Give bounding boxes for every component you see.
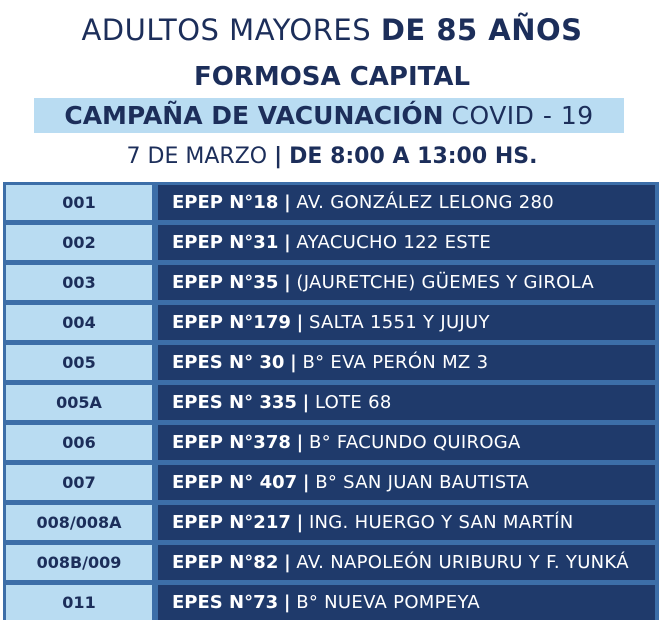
school-name: EPES N°73: [172, 592, 279, 613]
location-title: FORMOSA CAPITAL: [193, 62, 471, 92]
campaign-banner: CAMPAÑA DE VACUNACIÓN COVID - 19: [34, 98, 624, 133]
separator: |: [302, 472, 310, 493]
site-location: EPEP N°378 | B° FACUNDO QUIROGA: [158, 425, 655, 460]
separator: |: [283, 592, 291, 613]
separator: |: [284, 272, 291, 293]
separator: |: [284, 232, 291, 253]
school-address: SALTA 1551 Y JUJUY: [308, 312, 490, 333]
separator: |: [296, 432, 304, 453]
site-location: EPEP N°217 | ING. HUERGO Y SAN MARTÍN: [158, 505, 655, 540]
school-address: (JAURETCHE) GÜEMES Y GIROLA: [296, 272, 595, 293]
title-audience: ADULTOS MAYORES: [81, 13, 372, 47]
vaccination-sites-table: 001 EPEP N°18 | AV. GONZÁLEZ LELONG 280 00…: [3, 182, 659, 620]
school-address: B° NUEVA POMPEYA: [296, 592, 480, 613]
event-date: 7 DE MARZO: [126, 144, 268, 169]
school-name: EPEP N° 407: [172, 472, 298, 493]
site-location: EPES N° 30 | B° EVA PERÓN MZ 3: [158, 345, 655, 380]
site-code: 011: [6, 585, 152, 620]
site-code: 008B/009: [6, 545, 152, 580]
site-code: 006: [6, 425, 152, 460]
table-row: 011 EPES N°73 | B° NUEVA POMPEYA: [3, 585, 659, 620]
separator: |: [290, 352, 297, 373]
table-row: 002 EPEP N°31 | AYACUCHO 122 ESTE: [3, 225, 659, 260]
title-line: ADULTOS MAYORES DE 85 AÑOS: [0, 10, 664, 50]
separator: |: [284, 192, 291, 213]
site-code: 008/008A: [6, 505, 152, 540]
campaign-name: CAMPAÑA DE VACUNACIÓN: [64, 101, 444, 130]
site-location: EPEP N°31 | AYACUCHO 122 ESTE: [158, 225, 655, 260]
school-address: AV. GONZÁLEZ LELONG 280: [296, 192, 555, 213]
school-name: EPEP N°82: [172, 552, 279, 573]
table-row: 001 EPEP N°18 | AV. GONZÁLEZ LELONG 280: [3, 185, 659, 220]
separator: |: [284, 552, 291, 573]
school-name: EPEP N°378: [172, 432, 291, 453]
site-code: 003: [6, 265, 152, 300]
site-location: EPES N° 335 | LOTE 68: [158, 385, 655, 420]
school-address: ING. HUERGO Y SAN MARTÍN: [308, 512, 574, 533]
table-row: 008B/009 EPEP N°82 | AV. NAPOLEÓN URIBURU…: [3, 545, 659, 580]
site-code: 007: [6, 465, 152, 500]
school-name: EPEP N°31: [172, 232, 279, 253]
site-location: EPEP N°35 | (JAURETCHE) GÜEMES Y GIROLA: [158, 265, 655, 300]
separator: |: [296, 312, 304, 333]
school-name: EPEP N°18: [172, 192, 279, 213]
site-code: 001: [6, 185, 152, 220]
table-row: 005A EPES N° 335 | LOTE 68: [3, 385, 659, 420]
event-hours: DE 8:00 A 13:00 HS.: [289, 144, 538, 169]
site-location: EPEP N°82 | AV. NAPOLEÓN URIBURU Y F. YU…: [158, 545, 655, 580]
table-row: 005 EPES N° 30 | B° EVA PERÓN MZ 3: [3, 345, 659, 380]
school-address: AV. NAPOLEÓN URIBURU Y F. YUNKÁ: [296, 552, 629, 573]
table-row: 006 EPEP N°378 | B° FACUNDO QUIROGA: [3, 425, 659, 460]
table-row: 008/008A EPEP N°217 | ING. HUERGO Y SAN M…: [3, 505, 659, 540]
table-row: 004 EPEP N°179 | SALTA 1551 Y JUJUY: [3, 305, 659, 340]
date-time-line: 7 DE MARZO | DE 8:00 A 13:00 HS.: [0, 140, 664, 174]
separator: |: [296, 512, 304, 533]
school-name: EPEP N°35: [172, 272, 279, 293]
site-code: 004: [6, 305, 152, 340]
date-separator: |: [274, 144, 283, 169]
campaign-disease: COVID - 19: [451, 101, 594, 130]
school-address: AYACUCHO 122 ESTE: [296, 232, 491, 253]
school-address: B° SAN JUAN BAUTISTA: [315, 472, 529, 493]
site-location: EPEP N°18 | AV. GONZÁLEZ LELONG 280: [158, 185, 655, 220]
school-name: EPEP N°179: [172, 312, 291, 333]
site-location: EPES N°73 | B° NUEVA POMPEYA: [158, 585, 655, 620]
title-age: DE 85 AÑOS: [380, 13, 583, 47]
site-code: 002: [6, 225, 152, 260]
school-name: EPEP N°217: [172, 512, 291, 533]
site-location: EPEP N°179 | SALTA 1551 Y JUJUY: [158, 305, 655, 340]
separator: |: [302, 392, 310, 413]
school-address: B° EVA PERÓN MZ 3: [302, 352, 489, 373]
school-name: EPES N° 30: [172, 352, 285, 373]
site-code: 005: [6, 345, 152, 380]
school-address: LOTE 68: [314, 392, 392, 413]
table-row: 003 EPEP N°35 | (JAURETCHE) GÜEMES Y GIRO…: [3, 265, 659, 300]
site-location: EPEP N° 407 | B° SAN JUAN BAUTISTA: [158, 465, 655, 500]
site-code: 005A: [6, 385, 152, 420]
school-name: EPES N° 335: [172, 392, 297, 413]
table-row: 007 EPEP N° 407 | B° SAN JUAN BAUTISTA: [3, 465, 659, 500]
school-address: B° FACUNDO QUIROGA: [308, 432, 521, 453]
